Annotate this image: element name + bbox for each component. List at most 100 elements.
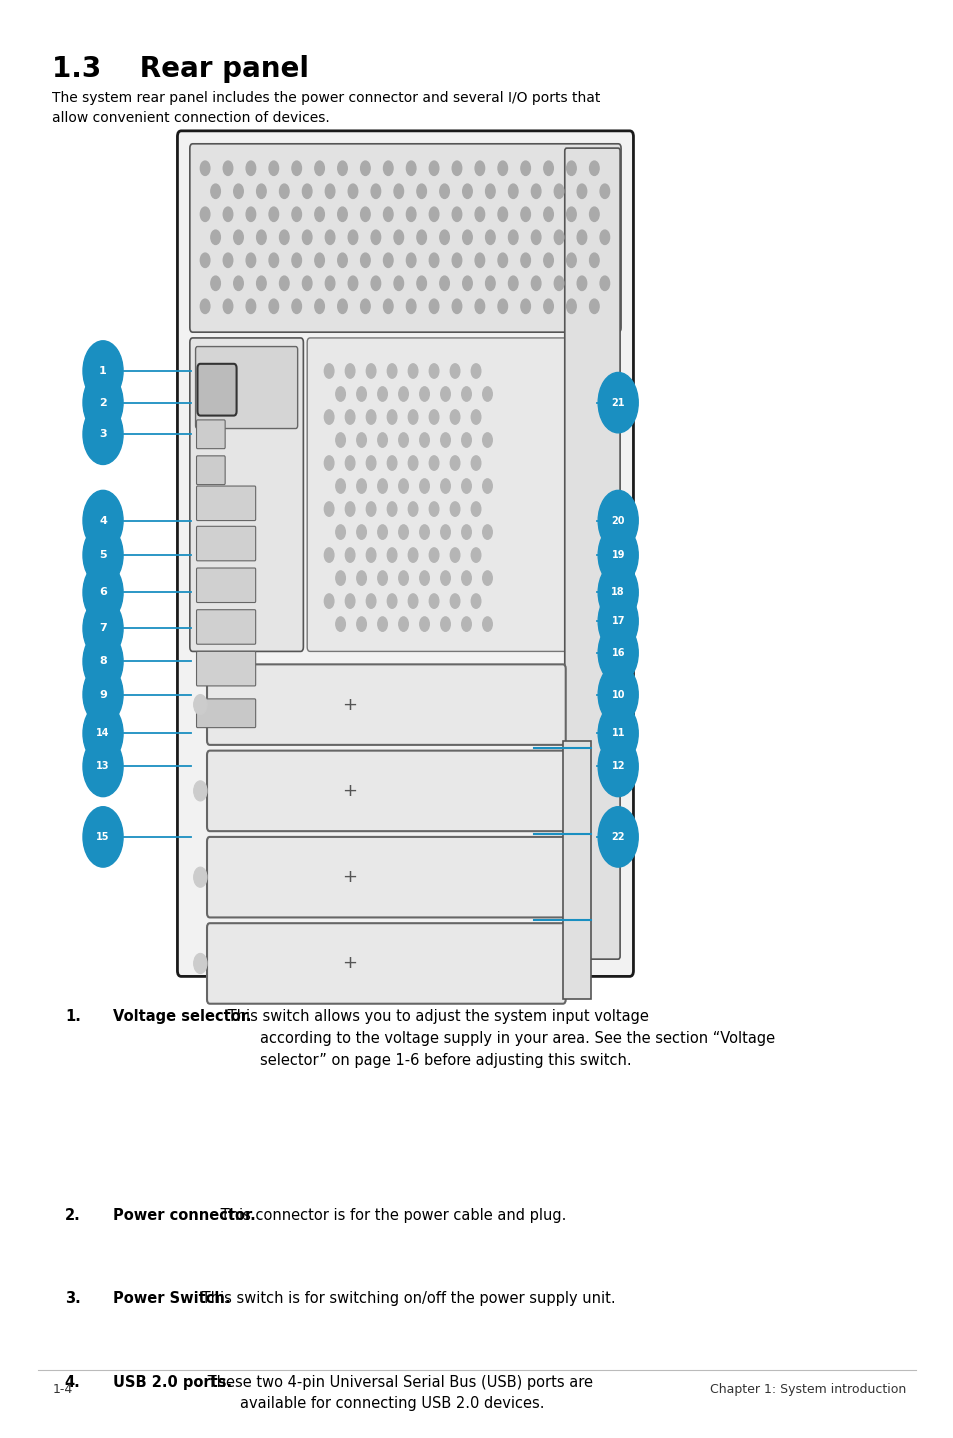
Circle shape — [360, 253, 370, 267]
Circle shape — [383, 207, 393, 221]
Circle shape — [256, 276, 266, 290]
Circle shape — [377, 433, 387, 447]
FancyBboxPatch shape — [307, 338, 567, 651]
Circle shape — [292, 207, 301, 221]
Circle shape — [324, 410, 334, 424]
Circle shape — [193, 781, 207, 801]
Circle shape — [598, 623, 638, 683]
Circle shape — [599, 230, 609, 244]
Circle shape — [211, 230, 220, 244]
Circle shape — [193, 695, 207, 715]
Text: 14: 14 — [96, 729, 110, 738]
Circle shape — [598, 525, 638, 585]
Circle shape — [406, 207, 416, 221]
Circle shape — [452, 299, 461, 313]
Text: 9: 9 — [99, 690, 107, 699]
Circle shape — [246, 161, 255, 175]
Circle shape — [482, 387, 492, 401]
Circle shape — [419, 617, 429, 631]
Text: Power connector.: Power connector. — [112, 1208, 255, 1222]
Circle shape — [366, 456, 375, 470]
Circle shape — [429, 456, 438, 470]
Text: 3: 3 — [99, 430, 107, 439]
Circle shape — [279, 230, 289, 244]
Circle shape — [577, 276, 586, 290]
Circle shape — [345, 456, 355, 470]
Circle shape — [482, 479, 492, 493]
Circle shape — [598, 562, 638, 623]
Circle shape — [543, 207, 553, 221]
Circle shape — [325, 276, 335, 290]
Circle shape — [408, 594, 417, 608]
FancyBboxPatch shape — [207, 923, 565, 1004]
Circle shape — [345, 502, 355, 516]
Circle shape — [461, 617, 471, 631]
Circle shape — [324, 594, 334, 608]
Circle shape — [440, 479, 450, 493]
FancyBboxPatch shape — [196, 699, 255, 728]
Circle shape — [450, 502, 459, 516]
Text: 10: 10 — [611, 690, 624, 699]
Circle shape — [200, 299, 210, 313]
Circle shape — [269, 207, 278, 221]
Circle shape — [335, 571, 345, 585]
Circle shape — [471, 548, 480, 562]
Text: Power Switch.: Power Switch. — [112, 1291, 230, 1306]
Circle shape — [337, 253, 347, 267]
Circle shape — [440, 571, 450, 585]
Circle shape — [83, 631, 123, 692]
Circle shape — [366, 594, 375, 608]
Circle shape — [83, 525, 123, 585]
Circle shape — [211, 276, 220, 290]
Bar — [562, 741, 591, 999]
FancyBboxPatch shape — [196, 651, 255, 686]
Circle shape — [366, 502, 375, 516]
Circle shape — [387, 502, 396, 516]
Circle shape — [200, 161, 210, 175]
Circle shape — [324, 502, 334, 516]
Circle shape — [223, 161, 233, 175]
Circle shape — [324, 456, 334, 470]
FancyBboxPatch shape — [196, 420, 225, 449]
Circle shape — [324, 364, 334, 378]
Text: 11: 11 — [611, 729, 624, 738]
Circle shape — [439, 276, 449, 290]
Circle shape — [360, 299, 370, 313]
Text: These two 4-pin Universal Serial Bus (USB) ports are
        available for conne: These two 4-pin Universal Serial Bus (US… — [203, 1375, 593, 1411]
Circle shape — [429, 594, 438, 608]
Circle shape — [566, 299, 576, 313]
Text: 22: 22 — [611, 833, 624, 841]
Circle shape — [246, 207, 255, 221]
Circle shape — [419, 571, 429, 585]
Circle shape — [482, 433, 492, 447]
FancyBboxPatch shape — [207, 837, 565, 917]
Circle shape — [520, 161, 530, 175]
Circle shape — [356, 433, 366, 447]
Circle shape — [83, 664, 123, 725]
Circle shape — [554, 276, 563, 290]
Circle shape — [83, 490, 123, 551]
Text: 2.: 2. — [65, 1208, 81, 1222]
Text: +: + — [342, 955, 357, 972]
Circle shape — [233, 184, 243, 198]
Circle shape — [485, 184, 495, 198]
Circle shape — [356, 525, 366, 539]
Circle shape — [598, 591, 638, 651]
Circle shape — [439, 230, 449, 244]
Circle shape — [348, 230, 357, 244]
Circle shape — [566, 207, 576, 221]
Text: 15: 15 — [96, 833, 110, 841]
Circle shape — [554, 184, 563, 198]
Circle shape — [200, 207, 210, 221]
Circle shape — [394, 230, 403, 244]
Circle shape — [383, 161, 393, 175]
FancyBboxPatch shape — [196, 568, 255, 603]
Circle shape — [439, 184, 449, 198]
FancyBboxPatch shape — [196, 456, 225, 485]
Text: This switch is for switching on/off the power supply unit.: This switch is for switching on/off the … — [196, 1291, 615, 1306]
Circle shape — [356, 387, 366, 401]
Circle shape — [440, 387, 450, 401]
Circle shape — [429, 253, 438, 267]
Circle shape — [461, 433, 471, 447]
Circle shape — [440, 433, 450, 447]
